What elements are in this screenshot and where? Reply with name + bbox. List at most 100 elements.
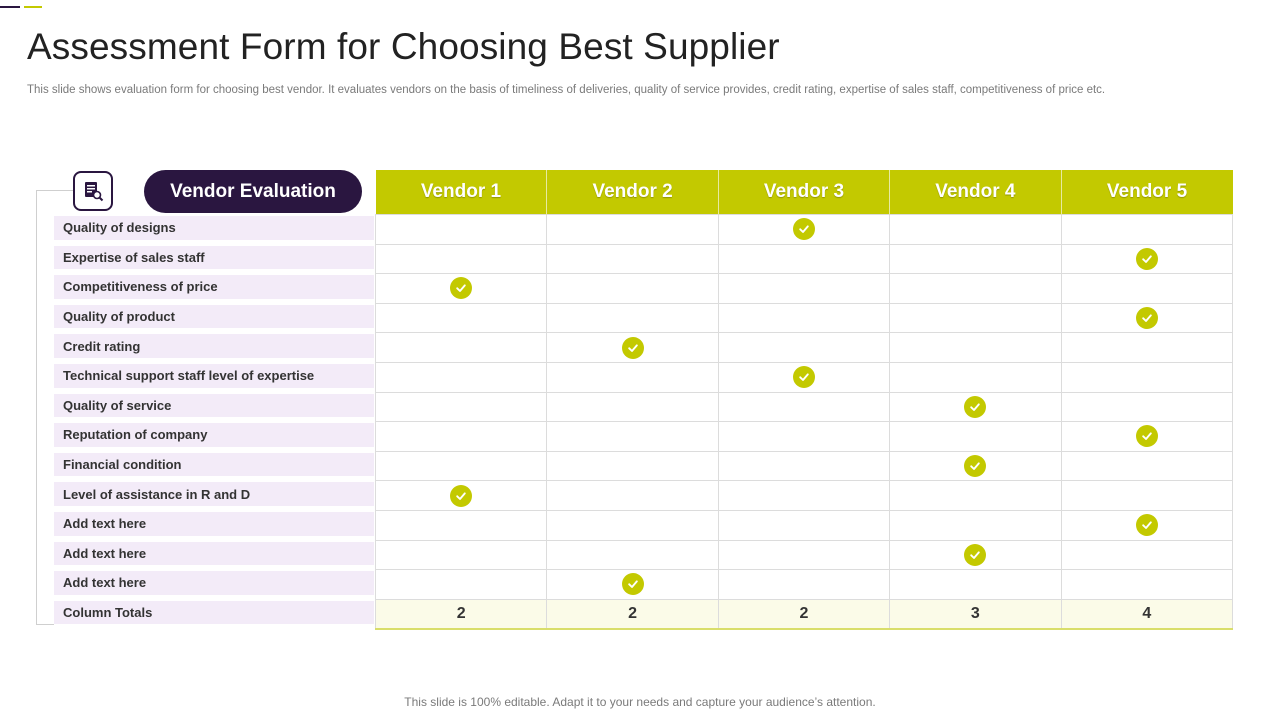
table-cell (889, 273, 1062, 304)
checkmark-icon (964, 455, 987, 478)
table-cell (1060, 243, 1234, 275)
table-row (374, 480, 1234, 511)
table-cell (374, 243, 548, 275)
table-cell (1060, 421, 1234, 452)
footer-note: This slide is 100% editable. Adapt it to… (404, 695, 876, 709)
criteria-row: Competitiveness of price (54, 272, 374, 302)
criteria-label: Quality of product (63, 309, 175, 325)
criteria-row-background (54, 304, 374, 329)
table-cell (1060, 302, 1234, 334)
vendor-header-3: Vendor 3 (717, 170, 890, 215)
criteria-row: Level of assistance in R and D (54, 479, 374, 509)
table-cell (374, 421, 548, 452)
criteria-row: Financial condition (54, 450, 374, 480)
criteria-label: Column Totals (63, 605, 153, 621)
table-cell (717, 509, 891, 541)
table-row (374, 539, 1234, 571)
table-cell (546, 539, 719, 571)
table-cell (889, 421, 1062, 452)
table-cell (889, 569, 1062, 600)
criteria-row-background (54, 216, 374, 240)
criteria-row-background (54, 275, 374, 299)
criteria-row-background (54, 600, 374, 625)
checkmark-icon (1135, 514, 1158, 537)
table-row (374, 302, 1234, 334)
table-cell (889, 509, 1062, 541)
criteria-row: Quality of designs (54, 213, 374, 243)
criteria-row: Credit rating (54, 331, 374, 361)
frame-line-bottom (36, 624, 54, 625)
table-row (374, 509, 1234, 541)
table-cell (1060, 273, 1234, 304)
criteria-label: Reputation of company (63, 427, 208, 443)
frame-line-top (36, 190, 74, 191)
column-total-value: 2 (717, 598, 891, 631)
vendor-header-5: Vendor 5 (1060, 170, 1233, 215)
vendor-header-row: Vendor 1 Vendor 2 Vendor 3 Vendor 4 Vendor 5 (375, 170, 1233, 215)
table-cell (546, 273, 719, 304)
table-row (374, 391, 1234, 423)
criteria-row-background (54, 482, 374, 506)
criteria-label: Credit rating (63, 338, 141, 354)
table-cell (717, 391, 891, 423)
table-cell (889, 302, 1062, 334)
table-cell (1060, 391, 1234, 423)
checkmark-icon (621, 336, 644, 359)
checkmark-icon (1135, 247, 1158, 270)
criteria-row-background (54, 334, 374, 358)
vendor-header-2: Vendor 2 (546, 170, 719, 215)
checkmark-icon (792, 218, 815, 241)
table-cell (889, 361, 1062, 393)
vendor-header-1: Vendor 1 (375, 170, 547, 215)
table-cell (546, 480, 719, 511)
column-total-value: 4 (1060, 598, 1234, 631)
table-cell (374, 569, 548, 600)
criteria-label: Technical support staff level of experti… (63, 368, 315, 384)
vendor-evaluation-table: Vendor 1 Vendor 2 Vendor 3 Vendor 4 Vendor 5… (374, 170, 1234, 631)
table-cell (717, 273, 891, 304)
table-cell (717, 332, 891, 363)
table-cell (546, 214, 719, 245)
criteria-list: Quality of designs Expertise of sales sta… (54, 213, 374, 627)
table-cell (717, 214, 891, 245)
criteria-row: Reputation of company (54, 420, 374, 450)
table-row (374, 361, 1234, 393)
criteria-label: Level of assistance in R and D (63, 486, 251, 502)
table-cell (374, 332, 548, 363)
table-cell (1060, 539, 1234, 571)
criteria-label: Competitiveness of price (63, 279, 218, 295)
table-cell (546, 302, 719, 334)
table-cell (889, 480, 1062, 511)
criteria-row: Technical support staff level of experti… (54, 361, 374, 391)
table-cell (717, 450, 891, 482)
checkmark-icon (964, 543, 987, 566)
checkmark-icon (964, 395, 987, 418)
table-cell (374, 450, 548, 482)
vendor-header-4: Vendor 4 (889, 170, 1062, 215)
table-cell (1060, 480, 1234, 511)
corner-accent-lime (24, 6, 42, 8)
table-cell (1060, 361, 1234, 393)
table-cell (546, 421, 719, 452)
table-cell (1060, 450, 1234, 482)
checkmark-icon (450, 484, 473, 507)
table-row (374, 273, 1234, 304)
vendor-evaluation-header: Vendor Evaluation (144, 170, 362, 213)
table-row (374, 332, 1234, 363)
criteria-row-background (54, 511, 374, 536)
criteria-label: Add text here (63, 575, 147, 591)
table-cell (374, 273, 548, 304)
table-cell (1060, 569, 1234, 600)
table-cell (374, 391, 548, 423)
table-cell (889, 332, 1062, 363)
table-cell (546, 391, 719, 423)
criteria-row-background (54, 393, 374, 418)
column-total-value: 2 (374, 598, 548, 631)
table-cell (889, 450, 1062, 482)
page-subtitle: This slide shows evaluation form for cho… (27, 84, 1106, 96)
criteria-row: Quality of service (54, 391, 374, 421)
document-search-icon (73, 171, 113, 211)
criteria-label: Financial condition (63, 457, 182, 473)
checkmark-icon (792, 366, 815, 389)
